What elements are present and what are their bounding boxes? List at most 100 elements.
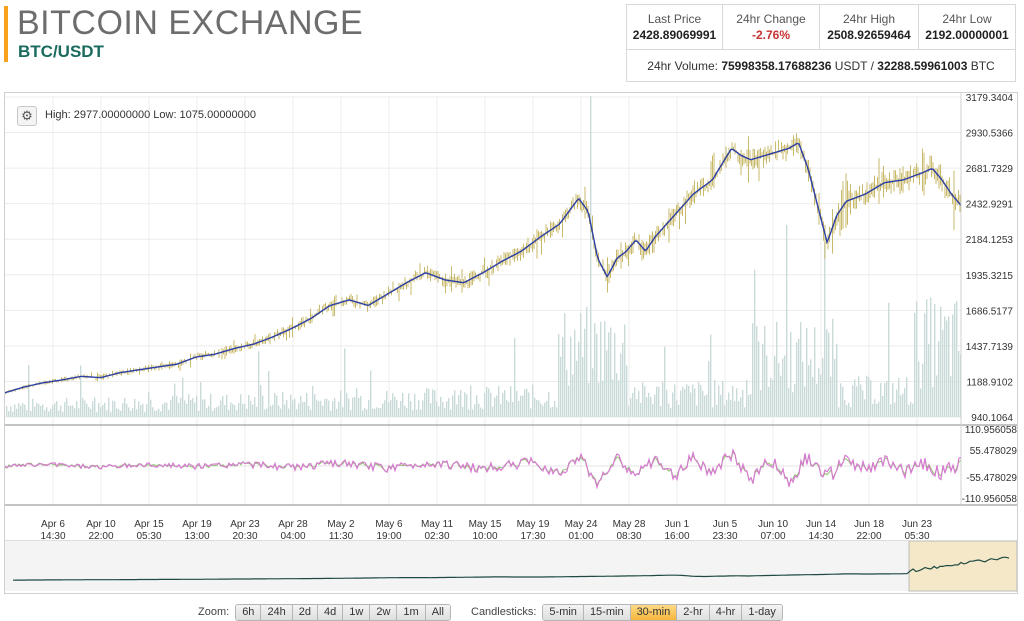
volume-bar [744,407,746,417]
volume-bar [922,363,924,417]
candlestick-button-1-day[interactable]: 1-day [742,604,782,620]
volume-bar [742,389,744,417]
zoom-button-1m[interactable]: 1m [397,604,426,620]
volume-bar [438,406,440,417]
volume-bar [856,386,858,417]
volume-bar [318,401,320,417]
x-axis-tick-date: May 6 [375,519,403,530]
volume-bar [72,405,74,417]
zoom-button-all[interactable]: All [425,604,450,620]
chart-canvas[interactable]: 3179.3404 2930.5366 2681.7329 2432.9291 2184… [5,93,1017,593]
volume-bar [702,390,704,417]
volume-bar [128,407,130,417]
zoom-button-2d[interactable]: 2d [292,604,319,620]
zoom-button-1w[interactable]: 1w [343,604,371,620]
volume-bar [872,403,874,417]
volume-bar [588,382,590,417]
volume-bar [832,318,834,417]
volume-bar [690,392,692,417]
candlestick-button-5-min[interactable]: 5-min [543,604,584,620]
volume-bar [486,386,488,417]
volume-bar [18,403,20,417]
x-axis-tick-time: 22:00 [856,531,881,542]
volume-bar [386,390,388,417]
volume-bar [848,402,850,417]
x-axis-tick-date: Apr 23 [230,519,260,530]
volume-bar [20,405,22,417]
volume-bar [114,401,116,417]
volume-bar [126,403,128,417]
price-chart[interactable]: 3179.3404 2930.5366 2681.7329 2432.9291 2184… [4,92,1018,594]
volume-bar [470,385,472,417]
volume-bar [432,389,434,417]
volume-bar [930,297,932,417]
volume-bar [90,408,92,417]
volume-bar [828,332,830,417]
volume-bar [862,390,864,417]
stat-24hr-volume: 24hr Volume: 75998358.17688236 USDT / 32… [627,50,1015,82]
volume-bar [928,343,930,417]
volume-bar [404,405,406,417]
volume-bar [910,402,912,417]
oscillator-tick-label: -110.956058 [962,494,1017,505]
volume-bar [662,381,664,417]
volume-bar [454,390,456,417]
volume-bar [442,402,444,417]
volume-bar [14,404,16,417]
volume-bar [748,395,750,417]
candlestick-button-2-hr[interactable]: 2-hr [677,604,710,620]
volume-bar [822,357,824,417]
volume-bar [572,374,574,417]
volume-separator: / [870,59,874,73]
zoom-button-2w[interactable]: 2w [370,604,398,620]
y-axis-tick-label: 2184.1253 [966,235,1014,246]
volume-bar [264,409,266,417]
y-axis-tick-label: 1437.7139 [966,342,1014,353]
volume-bar [630,398,632,417]
volume-bar [586,306,588,417]
volume-bar [488,388,490,417]
volume-bar [764,325,766,417]
volume-bar [558,334,560,417]
volume-bar [954,303,956,417]
volume-bar [170,400,172,417]
volume-bar [246,408,248,417]
volume-bar [56,401,58,417]
volume-bar [772,379,774,417]
volume-btc-unit: BTC [970,59,995,73]
x-axis-tick-time: 04:00 [280,531,305,542]
volume-bar [138,401,140,417]
volume-bar [576,360,578,417]
volume-bar [648,392,650,417]
volume-bar [334,397,336,417]
volume-bar [664,346,666,417]
volume-bar [416,409,418,417]
volume-bar [352,397,354,417]
candlestick-button-4-hr[interactable]: 4-hr [709,604,743,620]
page-title: BITCOIN EXCHANGE [17,4,364,42]
stat-value: 2192.00000001 [925,28,1009,42]
gear-icon[interactable]: ⚙ [17,106,37,126]
volume-bar [638,390,640,417]
volume-bar [12,411,14,417]
volume-bar [544,402,546,417]
zoom-button-6h[interactable]: 6h [236,604,262,620]
zoom-button-4d[interactable]: 4d [318,604,344,620]
x-axis-tick-time: 01:00 [568,531,593,542]
candlestick-button-15-min[interactable]: 15-min [583,604,631,620]
volume-bar [568,385,570,417]
candlestick-button-30-min[interactable]: 30-min [630,604,678,620]
volume-bar [628,405,630,417]
volume-bar [38,403,40,417]
volume-bar [270,405,272,417]
stat-label: 24hr High [842,12,896,26]
volume-bar [854,379,856,417]
volume-bar [596,333,598,417]
volume-bar [16,408,18,417]
oscillator-line [5,447,962,490]
volume-bar [214,408,216,417]
volume-bar [530,408,532,417]
volume-bar [274,393,276,417]
x-axis-tick-time: 19:00 [376,531,401,542]
zoom-button-24h[interactable]: 24h [261,604,293,620]
